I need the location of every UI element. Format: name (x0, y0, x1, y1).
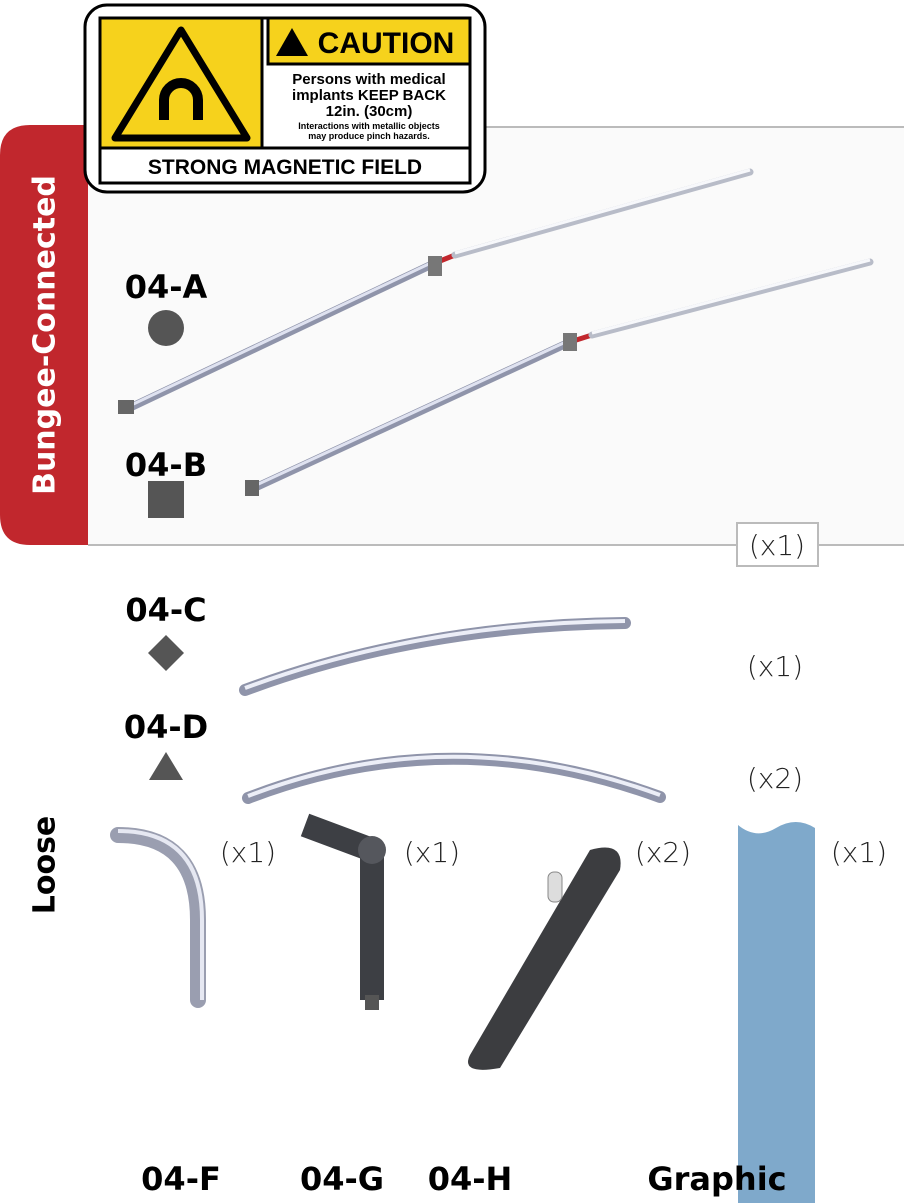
quantity: (x2) (747, 762, 803, 795)
pole-b (245, 258, 874, 496)
quantity: (x1) (220, 836, 276, 869)
quantity: (x2) (635, 836, 691, 869)
tube-highlight (244, 619, 626, 690)
part-graphic (738, 822, 815, 1203)
quantity-box (736, 522, 819, 567)
part-plate (468, 847, 621, 1070)
section-label: Loose (28, 816, 63, 915)
part-pin (547, 871, 563, 903)
part-label: Graphic (647, 1160, 786, 1198)
section-tab (0, 125, 88, 545)
caution-note: may produce pinch hazards. (308, 131, 430, 141)
symbol-square (148, 481, 184, 518)
caution-note: Interactions with metallic objects (298, 121, 440, 131)
caution-line: Persons with medical (292, 71, 445, 88)
part-label: 04-C (125, 591, 206, 629)
quantity: (x1) (831, 836, 887, 869)
quantity: (x1) (747, 650, 803, 683)
part-label: 04-H (428, 1160, 513, 1198)
part-elbow (300, 813, 386, 1010)
part-label: 04-A (125, 268, 208, 306)
part-highlight (117, 829, 204, 1000)
bungee-panel (88, 127, 904, 545)
pole-a (118, 168, 754, 414)
alert-icon (276, 28, 308, 56)
curved-tube (239, 617, 631, 696)
part-label: 04-B (125, 446, 207, 484)
tube-highlight (247, 754, 661, 798)
symbol-diamond (148, 635, 184, 671)
part-hook (110, 827, 206, 1008)
caution-heading-box (266, 16, 472, 66)
caution-line: 12in. (30cm) (326, 103, 413, 120)
part-label: 04-G (300, 1160, 384, 1198)
magnet-icon (159, 78, 203, 120)
section-label: Bungee-Connected (28, 175, 63, 495)
part-label: 04-F (141, 1160, 221, 1198)
part-label: 04-D (124, 708, 208, 746)
quantity: (x1) (404, 836, 460, 869)
caution-heading: CAUTION (318, 27, 455, 60)
caution-line: implants KEEP BACK (292, 87, 446, 104)
symbol-triangle (149, 752, 183, 780)
quantity: (x1) (749, 529, 805, 562)
symbol-circle (148, 310, 184, 346)
curved-tube (242, 752, 666, 804)
caution-footer: STRONG MAGNETIC FIELD (148, 156, 422, 179)
